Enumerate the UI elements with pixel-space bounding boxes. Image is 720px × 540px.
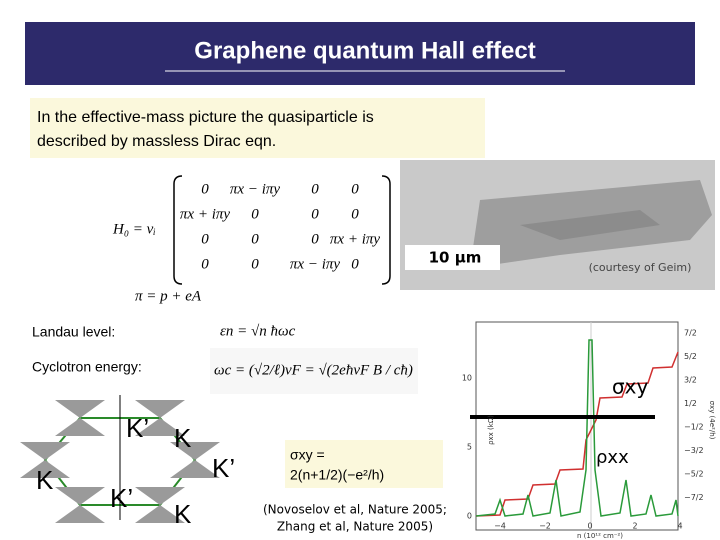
intro-line: In the effective-mass picture the quasip… [37, 109, 374, 126]
y2-tick-label: −7/2 [684, 493, 704, 502]
y2-tick-label: 5/2 [684, 352, 697, 361]
scale-box [405, 245, 500, 270]
y2-tick-label: −1/2 [684, 423, 704, 432]
x-axis-label: n (10¹² cm⁻²) [577, 532, 623, 540]
title-bar [25, 22, 695, 85]
rho-label: ρxx [596, 447, 629, 468]
valley-label: K [174, 423, 192, 453]
x-tick-label: 2 [632, 522, 637, 531]
cyclotron-label: Cyclotron energy: [32, 359, 142, 375]
y-tick-label: 0 [467, 512, 472, 521]
y-tick-label: 10 [462, 374, 472, 383]
intro-line: described by massless Dirac eqn. [37, 133, 276, 150]
citation: Zhang et al, Nature 2005) [277, 520, 433, 534]
x-tick-label: −4 [494, 522, 506, 531]
valley-label: K [36, 465, 54, 495]
matrix-entry: 0 [311, 181, 319, 197]
y2-tick-label: −3/2 [684, 446, 704, 455]
y2-tick-label: 1/2 [684, 399, 697, 408]
valley-label: K [174, 499, 192, 529]
formula-line: σxy = [290, 447, 325, 463]
matrix-entry: 0 [251, 231, 259, 247]
qhe-figure [470, 321, 679, 531]
bracket [173, 175, 183, 285]
bracket [381, 175, 391, 285]
landau-equation: εn = √n ħωc [220, 323, 296, 339]
flake [520, 210, 660, 240]
cone [55, 487, 105, 523]
y-axis-label: ρxx (kΩ) [487, 415, 495, 445]
matrix: 0 πx − iπy 0 0 πx + iπy 0 0 0 0 0 0 πx + iπy 0 0 πx − … [180, 181, 380, 272]
cone [135, 400, 185, 436]
pi-definition: π = p + eA [135, 288, 202, 304]
matrix-entry: 0 [251, 206, 259, 222]
matrix-entry: 0 [201, 256, 209, 272]
landau-label: Landau level: [32, 324, 115, 340]
y-tick-label: 5 [467, 443, 472, 452]
credit: (courtesy of Geim) [589, 261, 692, 274]
y2-tick-label: −5/2 [684, 470, 704, 479]
plateau-bar [470, 415, 655, 419]
matrix-entry: πx + iπy [180, 206, 230, 222]
cone [20, 442, 70, 478]
matrix-entry: 0 [201, 231, 209, 247]
matrix-entry: 0 [201, 181, 209, 197]
x-tick-label: 0 [587, 522, 592, 531]
cone [55, 400, 105, 436]
x-tick-label: −2 [539, 522, 551, 531]
valley-label: K’ [110, 483, 133, 513]
scale-label: 10 µm [429, 249, 482, 267]
x-tick-label: 4 [677, 522, 682, 531]
matrix-entry: 0 [351, 256, 359, 272]
matrix-entry: 0 [311, 231, 319, 247]
valley-label: K’ [212, 453, 235, 483]
matrix-entry: 0 [351, 206, 359, 222]
y2-tick-label: 7/2 [684, 329, 697, 338]
citation: (Novoselov et al, Nature 2005; [263, 503, 447, 517]
dirac-cones [20, 395, 220, 523]
y2-tick-label: 3/2 [684, 376, 697, 385]
matrix-entry: πx − iπy [290, 256, 340, 272]
equation-box [210, 348, 418, 394]
cone [170, 442, 220, 478]
matrix-entry: 0 [311, 206, 319, 222]
intro-box [30, 98, 485, 158]
formula-line: 2(n+1/2)(−e²/h) [290, 467, 384, 483]
formula-box [285, 440, 443, 488]
matrix-entry: πx + iπy [330, 231, 380, 247]
y2-axis-label: σxy (4e²/h) [708, 401, 716, 440]
valley-label: K’ [126, 413, 149, 443]
sigma-label: σxy [612, 375, 649, 399]
plot-labels: 7/2 5/2 3/2 1/2 −1/2 −3/2 −5/2 −7/2 10 5 0 −4 −2 0 2 4 [462, 329, 704, 531]
title: Graphene quantum Hall effect [194, 37, 535, 64]
matrix-entry: 0 [351, 181, 359, 197]
matrix-entry: 0 [251, 256, 259, 272]
cone [135, 487, 185, 523]
rho-curve [475, 339, 679, 517]
matrix-entry: πx − iπy [230, 181, 280, 197]
plot-frame [475, 321, 679, 531]
cyclotron-equation: ωc = (√2/ℓ)vF = √(2eħvF B / cħ) [214, 362, 413, 378]
hamiltonian-lhs: H₀ = vᵢ [112, 221, 156, 237]
